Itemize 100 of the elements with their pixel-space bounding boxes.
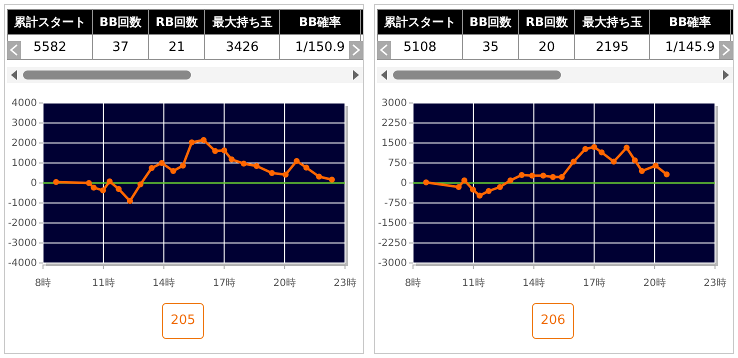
x-tick-label: 20時: [643, 277, 666, 290]
text: 20: [538, 40, 556, 54]
point: [240, 160, 247, 167]
x-tick-label: 8時: [404, 277, 422, 290]
point: [664, 171, 670, 178]
y-tick-label: -4000: [8, 258, 37, 270]
point: [86, 180, 92, 186]
text: 37: [112, 40, 129, 54]
y-tick-label: -1000: [8, 198, 37, 210]
x-tick-label: 17時: [582, 277, 606, 290]
point: [591, 144, 598, 150]
point: [212, 148, 218, 154]
point: [294, 158, 300, 164]
x-tick-label: 11時: [462, 277, 485, 290]
x-tick-label: 11時: [92, 277, 115, 290]
y-tick-label: -2000: [8, 218, 37, 230]
y-tick-label: -1500: [378, 218, 407, 230]
y-tick-label: 4000: [12, 98, 37, 110]
point: [638, 168, 645, 174]
y-tick-label: 0: [30, 178, 37, 190]
point: [303, 164, 310, 171]
point: [137, 181, 144, 188]
y-tick-label: -2250: [378, 238, 407, 250]
point: [100, 187, 106, 194]
y-tick-label: -3000: [378, 258, 407, 270]
point: [529, 172, 536, 179]
category-label: BB確率: [280, 10, 360, 34]
category-label: BB回数: [462, 10, 519, 34]
text: 5582: [33, 40, 66, 54]
point: [610, 158, 617, 165]
point: [582, 146, 588, 152]
point: [228, 156, 235, 162]
y-tick-label: 2000: [12, 138, 37, 150]
point: [221, 147, 228, 154]
point: [470, 186, 476, 193]
point: [53, 179, 60, 185]
x-tick-label: 23時: [334, 277, 356, 290]
point: [158, 160, 165, 166]
point: [268, 170, 275, 176]
y-tick-label: -750: [384, 198, 407, 210]
text: 2195: [596, 40, 629, 54]
point: [126, 198, 133, 204]
x-tick-label: 17時: [212, 277, 236, 290]
text: 5108: [403, 40, 436, 54]
point: [476, 192, 483, 199]
category-label: RB回数: [148, 10, 205, 34]
category-label: BB確率: [650, 10, 730, 34]
x-tick-label: 23時: [704, 277, 726, 290]
point: [598, 149, 605, 156]
category-label: BB回数: [92, 10, 149, 34]
text: 1/145.9: [665, 40, 715, 54]
category-label: 累計スタート: [378, 10, 462, 34]
category-label: RB回数: [518, 10, 575, 34]
point: [90, 184, 97, 191]
text: 21: [168, 40, 186, 54]
text: 3426: [226, 40, 259, 54]
point: [632, 157, 638, 164]
y-tick-label: -3000: [8, 238, 37, 250]
x-tick-label: 14時: [522, 277, 546, 290]
category-label: 最大持ち玉: [574, 10, 650, 34]
text: 1/150.9: [295, 40, 345, 54]
category-label: 最大持ち玉: [204, 10, 280, 34]
x-tick-label: 20時: [273, 277, 296, 290]
y-tick-label: 3000: [382, 98, 407, 110]
y-tick-label: 0: [400, 178, 407, 190]
point: [282, 172, 289, 178]
point: [496, 184, 503, 190]
y-tick-label: 3000: [12, 118, 37, 130]
x-tick-label: 14時: [152, 277, 176, 290]
point: [456, 184, 462, 190]
point: [328, 176, 335, 183]
point: [188, 139, 195, 146]
point: [540, 172, 546, 179]
text: 205: [162, 303, 204, 339]
point: [486, 188, 492, 194]
category-label: 累計スタート: [8, 10, 92, 34]
point: [116, 186, 122, 192]
point: [316, 174, 322, 180]
y-tick-label: 2250: [382, 118, 407, 130]
point: [423, 179, 430, 186]
point: [652, 162, 659, 169]
point: [570, 158, 577, 165]
text: 35: [482, 40, 499, 54]
point: [461, 177, 468, 184]
point: [507, 177, 514, 184]
point: [180, 162, 186, 169]
point: [518, 172, 525, 178]
point: [170, 168, 176, 174]
point: [550, 174, 556, 180]
point: [106, 178, 113, 184]
point: [148, 165, 155, 171]
y-tick-label: 750: [388, 158, 407, 170]
y-tick-label: 1000: [12, 158, 37, 170]
point: [254, 163, 260, 169]
point: [200, 137, 207, 143]
y-tick-label: 1500: [382, 138, 407, 150]
text: 206: [532, 303, 574, 339]
point: [558, 174, 565, 180]
x-tick-label: 8時: [34, 277, 52, 290]
point: [624, 144, 630, 151]
